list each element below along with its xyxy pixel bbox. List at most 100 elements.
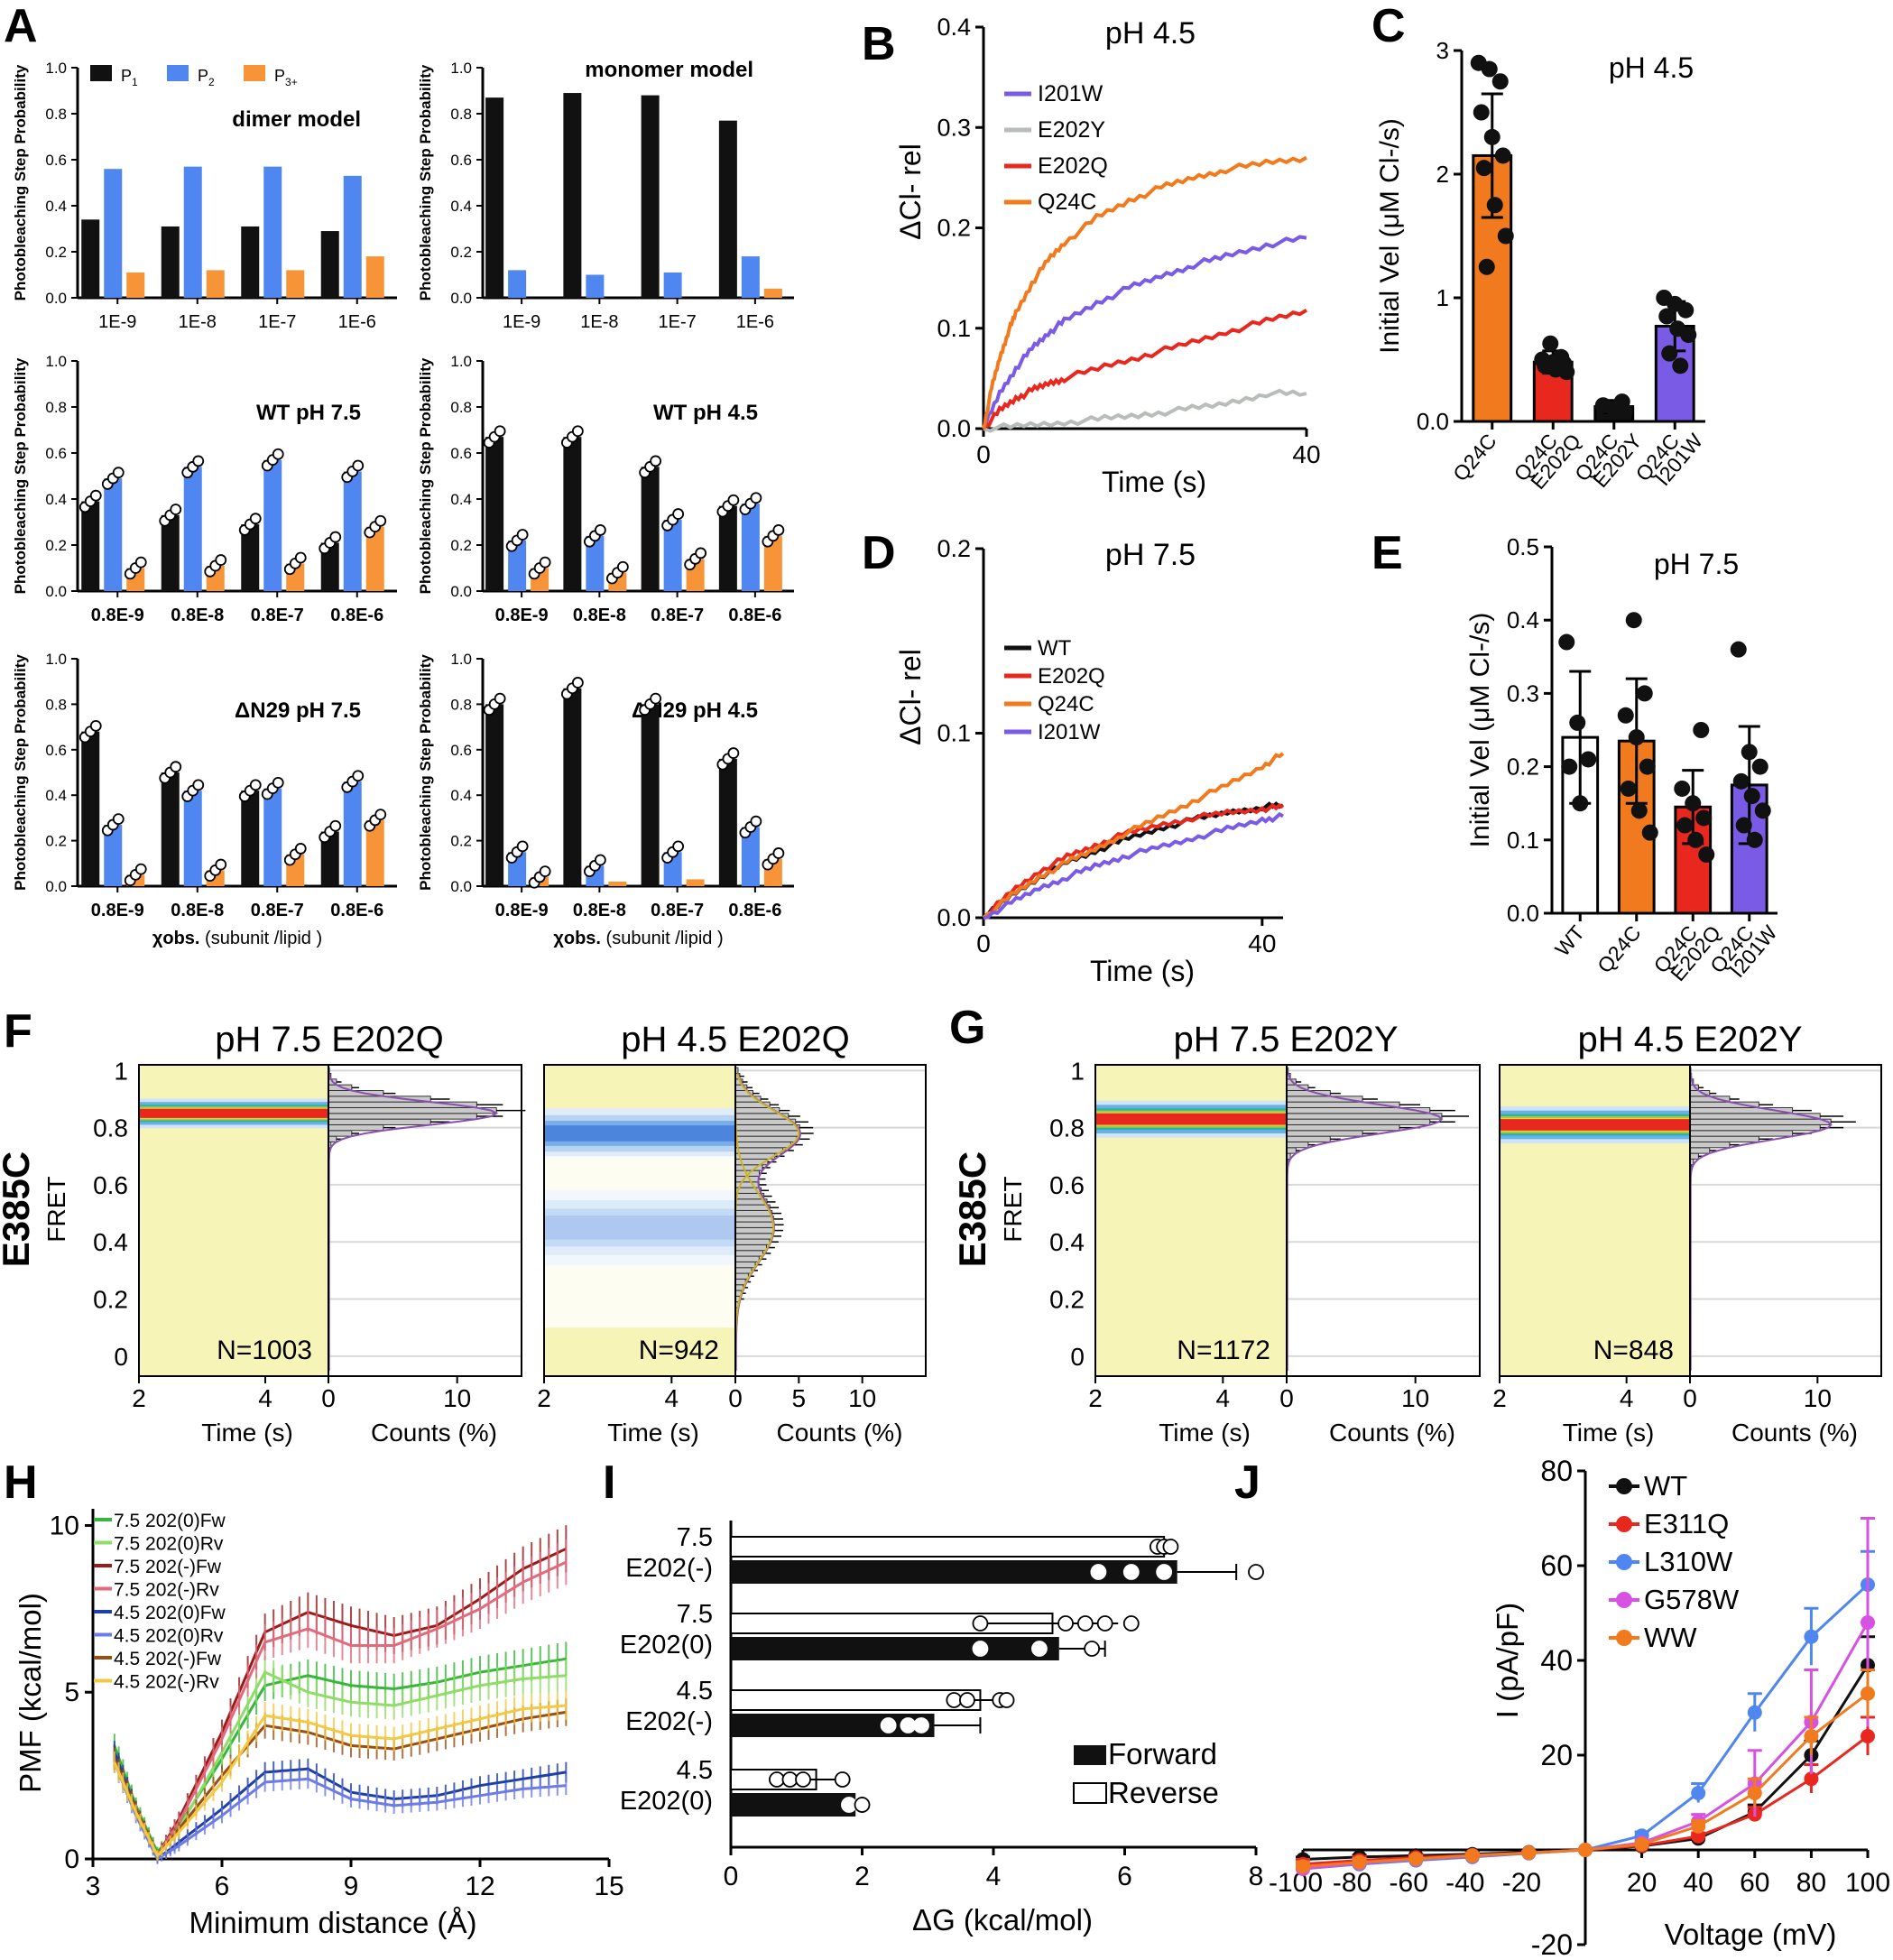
replicate-point [594, 524, 606, 536]
replicate-point [352, 459, 365, 472]
legend-swatch-point [1616, 1630, 1632, 1646]
replicate-point [672, 508, 685, 520]
replicate-point [272, 776, 284, 789]
replicate-point [170, 761, 182, 773]
x-tick-label: 0.8E-6 [330, 606, 383, 625]
legend-label: 7.5 202(0)Fw [114, 1511, 226, 1531]
bar-p1 [563, 93, 582, 298]
bar-p3 [365, 256, 384, 298]
bar-p1 [161, 226, 180, 298]
fret-y-tick-label: 0.8 [93, 1114, 128, 1142]
fret-map-4: pH 4.5 E202Y N=848 2 4 0 10 Time (s) Counts (%) [1492, 1020, 1882, 1447]
point-reverse [834, 1771, 851, 1788]
x-tick-label: 0.8E-9 [495, 606, 549, 625]
x-tick-label: 1E-8 [179, 312, 217, 332]
y-tick-label: 0.4 [450, 491, 472, 508]
x-tick-label: 0.8E-6 [728, 901, 781, 920]
point-reverse [959, 1692, 975, 1708]
point-reverse [946, 1692, 963, 1708]
replicate-point [215, 554, 227, 566]
legend-swatch-2 [167, 65, 189, 81]
bar-p2 [183, 166, 202, 298]
bar-p2 [508, 540, 527, 591]
x-tick-label: 0.8E-7 [651, 606, 704, 625]
histogram-bar [734, 1233, 773, 1240]
bar-p1 [485, 704, 504, 886]
y-tick-label: 4.5 [677, 1677, 713, 1706]
y-tick-label: 0.6 [450, 445, 472, 462]
bar-p1 [718, 505, 737, 591]
density-band [1500, 1119, 1690, 1131]
iv-point [1861, 1615, 1875, 1630]
y-tick-label: 0.2 [1507, 753, 1539, 781]
y-tick-label: 0.4 [45, 787, 67, 804]
y-tick-label: E202(-) [625, 1707, 713, 1736]
data-point [1661, 345, 1678, 362]
x-tick-label: 6 [1117, 1862, 1132, 1891]
fret-map-1: pH 7.5 E202Q N=1003 2 4 0 10 Time (s) Counts (%… [132, 1020, 526, 1447]
histogram-bar [734, 1255, 760, 1262]
legend-label-3: P3+ [274, 67, 298, 88]
y-tick-label: 0.0 [450, 290, 472, 307]
time-axis-label: Time (s) [201, 1419, 293, 1447]
y-tick-label: 0.0 [1507, 900, 1539, 927]
row-label: E385C [951, 1151, 993, 1267]
histogram-bar [1689, 1135, 1759, 1142]
data-point [1693, 722, 1710, 738]
histogram-bar [734, 1243, 767, 1252]
legend-swatch-forward [1074, 1745, 1106, 1765]
histogram-bar [734, 1250, 764, 1257]
bar-p3 [686, 879, 705, 886]
bar-p2 [104, 169, 123, 298]
bar-p1 [161, 514, 180, 591]
data-point [1698, 846, 1715, 864]
y-axis-label: PMF (kcal/mol) [14, 1593, 47, 1793]
x-tick-label: 0 [976, 440, 991, 468]
bar-p2 [263, 788, 282, 886]
data-point [1473, 104, 1490, 121]
panel-e: 0.0 0.1 0.2 0.3 0.4 0.5 pH 7.5 Initial Vel (μM … [1465, 533, 1782, 985]
histogram-bar [734, 1267, 753, 1274]
point-forward [913, 1717, 929, 1733]
y-tick-label: E202(0) [620, 1631, 713, 1660]
data-point [1478, 258, 1495, 275]
point-forward [1156, 1564, 1173, 1580]
point-forward [1090, 1564, 1107, 1580]
bar-p3 [126, 272, 145, 298]
bar-reverse [730, 1689, 982, 1711]
y-axis-label: Photobleaching Step Probability [12, 654, 29, 891]
y-tick-label: 0.4 [1507, 606, 1539, 633]
bar-p2 [508, 270, 527, 298]
x-tick-label: 1E-8 [580, 312, 618, 332]
bar-p2 [741, 504, 760, 591]
x-axis-label: ΔG (kcal/mol) [912, 1903, 1093, 1937]
x-tick-label: 0.8E-6 [330, 901, 383, 920]
pmf-line [113, 1704, 567, 1858]
y-axis-label: ΔCl- rel [894, 143, 927, 240]
data-point [1639, 758, 1656, 775]
legend-subscript: 2 [208, 76, 215, 88]
series-line-WT [982, 801, 1284, 920]
count-tick-label: 0 [1683, 1384, 1697, 1412]
y-tick-label: 0.8 [45, 696, 67, 713]
time-tick-label: 4 [1216, 1384, 1231, 1412]
y-tick-label: 0.2 [45, 537, 67, 554]
legend-swatch-3 [244, 65, 265, 81]
replicate-point [249, 779, 262, 791]
series-line-I201W [982, 235, 1307, 430]
histogram-bar [1689, 1152, 1699, 1160]
replicate-point [112, 467, 125, 479]
row-label: E385C [0, 1151, 37, 1267]
histogram-bar [734, 1226, 774, 1234]
histogram-bar [328, 1106, 497, 1114]
y-tick-label: 1.0 [450, 353, 472, 370]
x-tick-label: 0.8E-9 [91, 901, 144, 920]
y-axis-label: Photobleaching Step Probability [12, 64, 29, 300]
chart-title: pH 7.5 [1105, 538, 1196, 572]
y-tick-label: 0.8 [450, 106, 472, 123]
x-axis-label: Time (s) [1102, 466, 1206, 498]
bar-p1 [718, 120, 737, 298]
iv-point [1691, 1786, 1706, 1800]
data-point [1641, 824, 1658, 841]
